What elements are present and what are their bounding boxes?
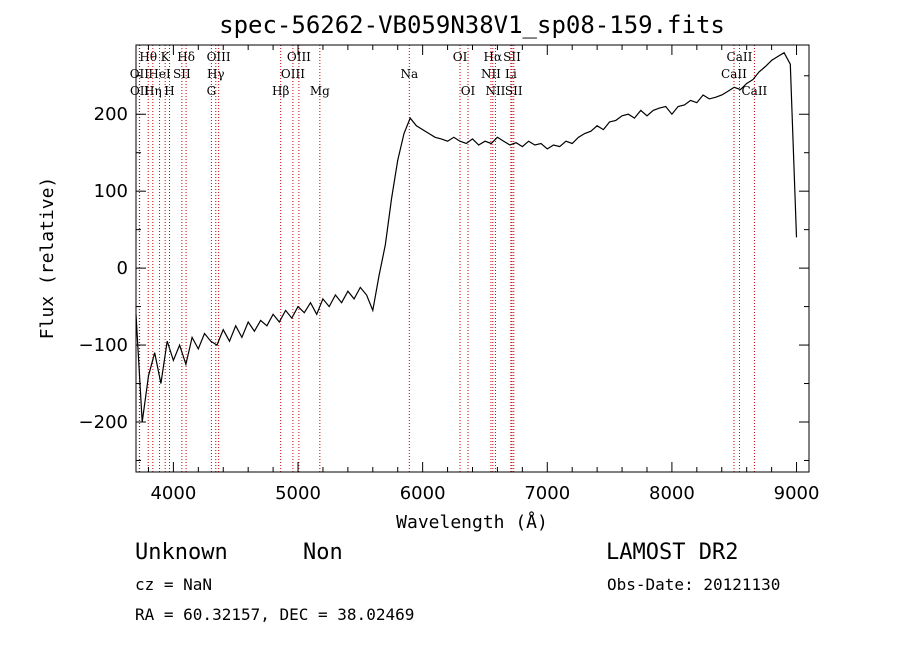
chart-title: spec-56262-VB059N38V1_sp08-159.fits	[219, 11, 725, 39]
line-marker-label: OII	[130, 67, 150, 81]
line-marker-label: NII	[485, 84, 505, 98]
line-marker-label: Na	[400, 67, 418, 81]
x-tick-label: 5000	[275, 483, 321, 504]
subclass-label: Non	[303, 540, 343, 565]
flux-series	[135, 51, 798, 423]
line-marker-label: OIII	[207, 50, 231, 64]
flux-line	[135, 51, 798, 423]
survey-label: LAMOST DR2	[606, 540, 738, 565]
x-axis-label: Wavelength (Å)	[396, 511, 548, 533]
line-marker-label: Hδ	[177, 50, 195, 64]
x-tick-label: 6000	[400, 483, 446, 504]
line-marker-label: CaII	[727, 50, 753, 64]
line-marker-label: Hη	[144, 84, 162, 98]
y-tick-label: 100	[94, 181, 128, 202]
line-marker-label: OII	[130, 84, 150, 98]
x-tick-label: 9000	[774, 483, 820, 504]
line-marker-label: OI	[453, 50, 468, 64]
obs-date: Obs-Date: 20121130	[607, 575, 780, 594]
y-tick-label: −200	[79, 412, 128, 433]
line-marker-label: NII	[481, 67, 501, 81]
line-marker-label: Hα	[484, 50, 503, 64]
line-marker-label: OI	[461, 84, 476, 98]
line-marker-label: Li	[505, 67, 517, 81]
line-marker-label: K	[161, 50, 171, 64]
plot-frame	[135, 44, 810, 473]
class-label: Unknown	[135, 540, 228, 565]
x-axis-ticks: 4000 5000 6000 7000 8000 9000	[147, 45, 820, 504]
cz-value: cz = NaN	[135, 575, 212, 594]
line-marker-label: G	[207, 84, 217, 98]
ra-dec: RA = 60.32157, DEC = 38.02469	[135, 605, 414, 624]
y-tick-label: −100	[79, 335, 128, 356]
y-axis-label: Flux (relative)	[37, 177, 58, 340]
line-marker-label: SII	[503, 50, 521, 64]
line-marker-label: Hθ	[139, 50, 157, 64]
line-marker-label: H	[164, 84, 174, 98]
line-marker-label: Hγ	[207, 67, 225, 81]
x-tick-label: 7000	[524, 483, 570, 504]
line-marker-label: CaII	[741, 84, 767, 98]
spectral-line-markers: Hθ OII OII K HeI Hη Hδ SII H OIII Hγ G OIII OIII Hβ Mg N…	[130, 45, 768, 472]
x-tick-label: 4000	[150, 483, 196, 504]
line-marker-label: CaII	[721, 67, 747, 81]
line-marker-label: Hβ	[272, 84, 289, 98]
y-tick-label: 200	[94, 104, 128, 125]
line-marker-label: SII	[173, 67, 191, 81]
line-marker-label: OIII	[287, 50, 311, 64]
y-tick-label: 0	[117, 258, 128, 279]
line-marker-label: Mg	[310, 84, 330, 98]
line-marker-label: OIII	[281, 67, 305, 81]
x-tick-label: 8000	[649, 483, 695, 504]
line-marker-label: HeI	[148, 67, 171, 81]
y-axis-ticks: −200 −100 0 100 200	[79, 75, 809, 461]
line-marker-label: SII	[505, 84, 523, 98]
